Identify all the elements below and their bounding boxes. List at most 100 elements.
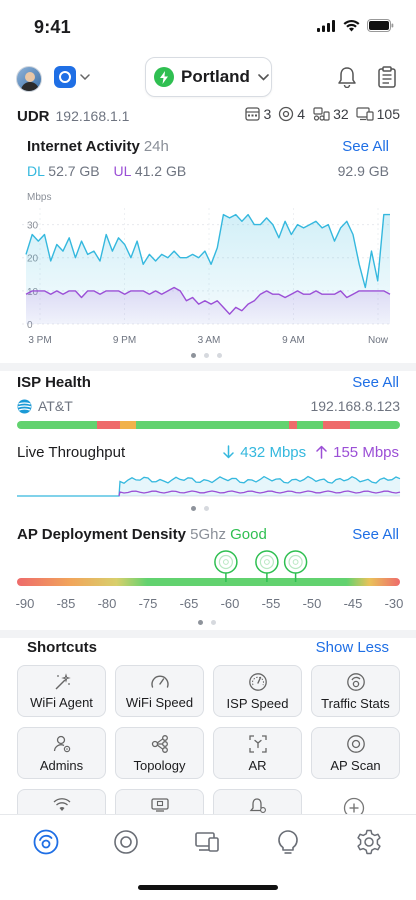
scale-tick-label: -50 — [302, 596, 322, 611]
dl-label: DL — [27, 163, 45, 179]
shortcut-label: Traffic Stats — [321, 695, 390, 711]
live-throughput-values: 432 Mbps 155 Mbps — [223, 444, 399, 461]
throughput-down-value: 432 Mbps — [240, 444, 307, 461]
internet-activity-period: 24h — [143, 138, 169, 155]
x-tick-label: Now — [368, 335, 389, 346]
access-point-icon — [279, 106, 294, 122]
device-summary[interactable]: UDR 192.168.1.1 3 4 32 105 — [17, 105, 400, 127]
internet-activity-title: Internet Activity 24h — [27, 138, 169, 155]
isp-health-see-all[interactable]: See All — [352, 374, 399, 391]
device-picker-icon — [54, 66, 76, 88]
wand-icon — [55, 672, 71, 689]
health-segment-warn — [120, 421, 136, 429]
device-picker[interactable] — [50, 63, 96, 91]
throughput-up: 155 Mbps — [316, 444, 399, 461]
device-ip: 192.168.1.1 — [55, 108, 130, 124]
bolt-icon — [154, 67, 174, 87]
chevron-down-icon — [258, 73, 269, 81]
home-indicator — [138, 885, 278, 890]
tab-devices[interactable] — [111, 827, 141, 857]
shortcut-traffic-stats[interactable]: Traffic Stats — [311, 665, 400, 717]
ap-density-page-dots[interactable] — [198, 620, 216, 625]
ul-label: UL — [113, 163, 131, 179]
tab-insights[interactable] — [273, 827, 303, 857]
tab-clients[interactable] — [192, 827, 222, 857]
internet-activity-see-all[interactable]: See All — [342, 138, 389, 155]
notes-icon[interactable] — [374, 64, 400, 90]
shortcut-label: ISP Speed — [226, 695, 289, 711]
shortcut-label: Topology — [133, 757, 186, 773]
throughput-down: 432 Mbps — [223, 444, 306, 461]
shortcut-label: WiFi Speed — [125, 694, 194, 710]
att-logo-icon — [17, 399, 32, 413]
shortcut-topology[interactable]: Topology — [115, 727, 204, 779]
y-axis-label: Mbps — [27, 192, 51, 203]
health-segment-down — [97, 421, 121, 429]
shortcut-admins[interactable]: Admins — [17, 727, 106, 779]
isp-health-bar[interactable] — [17, 421, 400, 429]
ap-marker — [255, 550, 279, 582]
gauge-icon — [248, 672, 267, 691]
wifi-icon — [343, 19, 360, 31]
bell-settings-icon — [249, 798, 266, 813]
scale-tick-label: -75 — [138, 596, 158, 611]
arrow-up-icon — [316, 445, 327, 459]
shortcut-wifi-speed[interactable]: WiFi Speed — [115, 665, 204, 717]
ap-density-markers[interactable] — [0, 545, 416, 585]
tab-dashboard[interactable] — [31, 827, 61, 857]
ap-density-status: Good — [230, 526, 267, 543]
chart-page-dots[interactable] — [191, 353, 222, 358]
switch-count: 3 — [245, 106, 271, 122]
shortcut-label: WiFi Agent — [30, 694, 93, 710]
ul-value: 41.2 GB — [134, 163, 187, 179]
shortcut-wifi-agent[interactable]: WiFi Agent — [17, 665, 106, 717]
live-throughput-chart[interactable] — [0, 466, 416, 502]
ap-count-value: 4 — [297, 106, 306, 122]
isp-provider: AT&T — [38, 398, 73, 414]
switch-icon — [245, 107, 261, 121]
dashboard-icon — [33, 829, 59, 855]
activity-legend: DL 52.7 GB UL 41.2 GB — [27, 163, 186, 179]
x-tick-label: 9 PM — [113, 335, 136, 346]
shortcut-isp-speed[interactable]: ISP Speed — [213, 665, 302, 717]
ar-icon — [248, 734, 267, 753]
section-divider — [0, 363, 416, 371]
tab-settings[interactable] — [354, 827, 384, 857]
series-line-ul — [25, 286, 391, 315]
shortcuts-toggle[interactable]: Show Less — [315, 639, 389, 656]
scale-tick-label: -85 — [56, 596, 76, 611]
throughput-ul-line — [118, 490, 401, 497]
shortcut-ar[interactable]: AR — [213, 727, 302, 779]
signal-icon — [317, 19, 335, 32]
insights-icon — [278, 830, 298, 854]
health-segment-down — [288, 421, 297, 429]
site-selector[interactable]: Portland — [145, 57, 272, 97]
isp-ip: 192.168.8.123 — [310, 398, 400, 414]
device-count-value: 105 — [376, 106, 400, 122]
arrow-down-icon — [223, 445, 234, 459]
throughput-page-dots[interactable] — [191, 506, 209, 511]
client-count-value: 32 — [333, 106, 349, 122]
shortcut-ap-scan[interactable]: AP Scan — [311, 727, 400, 779]
device-stats: 3 4 32 105 — [245, 106, 400, 122]
client-count: 32 — [312, 106, 349, 122]
avatar[interactable] — [16, 66, 42, 92]
x-tick-label: 3 PM — [28, 335, 51, 346]
ap-count: 4 — [278, 106, 305, 122]
scale-tick-label: -90 — [15, 596, 35, 611]
bell-icon[interactable] — [334, 64, 360, 90]
clients-icon — [313, 107, 330, 121]
ap-density-band: 5Ghz — [190, 526, 226, 543]
health-segment-good — [350, 421, 400, 429]
scale-tick-label: -60 — [220, 596, 240, 611]
shortcut-label: AP Scan — [330, 757, 381, 773]
ap-scan-icon — [346, 734, 365, 753]
traffic-icon — [346, 672, 365, 691]
devices-icon — [356, 107, 374, 121]
isp-health-title: ISP Health — [17, 374, 91, 391]
ap-density-see-all[interactable]: See All — [352, 526, 399, 543]
shortcut-label: AR — [248, 757, 267, 773]
dl-value: 52.7 GB — [48, 163, 100, 179]
ap-density-bar — [17, 578, 400, 586]
